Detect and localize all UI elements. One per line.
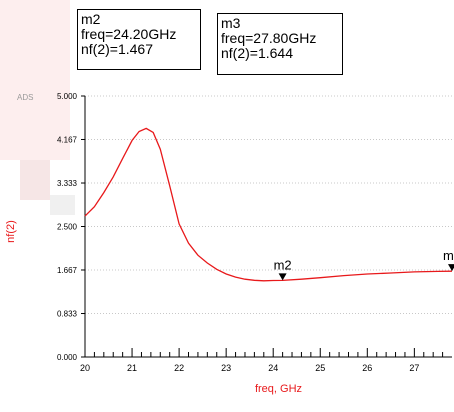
x-tick-label: 22: [174, 363, 184, 373]
x-tick-label: 27: [409, 363, 419, 373]
y-tick-label: 5.000: [57, 92, 78, 101]
watermark-block-icon: [20, 160, 50, 200]
marker-freq: freq=27.80GHz: [221, 30, 317, 46]
y-axis-label: nf(2): [5, 220, 17, 243]
y-tick-label: 1.667: [57, 266, 78, 275]
marker-freq: freq=24.20GHz: [81, 26, 177, 42]
marker-name: m3: [221, 15, 241, 31]
x-axis-label: freq, GHz: [255, 383, 302, 395]
y-tick-label: 2.500: [57, 223, 78, 232]
x-tick-label: 21: [127, 363, 137, 373]
marker-label-m3: m3: [443, 248, 454, 263]
watermark-block-icon: [0, 0, 70, 160]
x-tick-label: 23: [221, 363, 231, 373]
marker-readout-m2[interactable]: m2 freq=24.20GHz nf(2)=1.467: [77, 9, 201, 70]
series-line-nf2: [84, 127, 453, 282]
x-tick-label: 24: [268, 363, 278, 373]
y-tick-label: 0.000: [57, 353, 78, 362]
marker-value: nf(2)=1.467: [81, 41, 153, 57]
marker-triangle-m2: [278, 273, 287, 281]
marker-name: m2: [81, 11, 101, 27]
y-tick-label: 0.833: [57, 310, 78, 319]
watermark-text: ADS: [17, 93, 34, 102]
watermark-block-icon: [50, 195, 75, 215]
x-tick-label: 26: [362, 363, 372, 373]
marker-triangle-m3: [448, 264, 454, 272]
x-tick-label: 20: [80, 363, 90, 373]
marker-value: nf(2)=1.644: [221, 45, 293, 61]
marker-readout-m3[interactable]: m3 freq=27.80GHz nf(2)=1.644: [217, 13, 343, 75]
y-tick-label: 4.167: [57, 135, 78, 144]
marker-label-m2: m2: [274, 257, 292, 272]
y-tick-label: 3.333: [57, 179, 78, 188]
x-tick-label: 25: [315, 363, 325, 373]
